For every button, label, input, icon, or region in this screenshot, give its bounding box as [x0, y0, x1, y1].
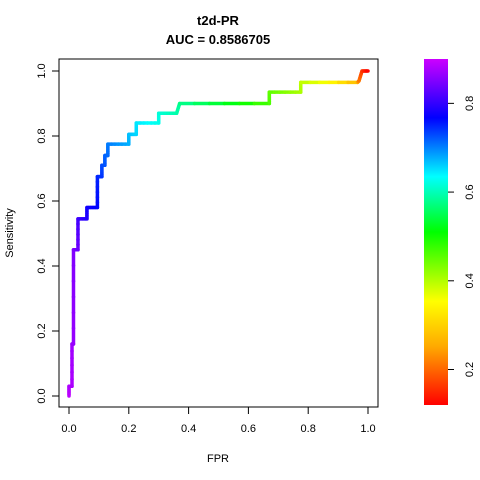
y-tick-label: 0.8 — [36, 128, 48, 143]
y-tick-label: 0.4 — [36, 258, 48, 273]
chart-subtitle: AUC = 0.8586705 — [166, 32, 270, 47]
colorbar-tick-label: 0.2 — [464, 362, 476, 377]
plot-frame — [58, 58, 379, 408]
x-tick-label: 0.8 — [301, 423, 316, 435]
colorbar-tick-label: 0.8 — [464, 96, 476, 111]
y-axis-title: Sensitivity — [4, 208, 16, 258]
colorbar-axis: 0.2 0.4 0.6 0.8 — [448, 96, 476, 377]
x-tick-label: 0.6 — [241, 423, 256, 435]
colorbar-tick-label: 0.4 — [464, 273, 476, 288]
x-tick-label: 0.2 — [121, 423, 136, 435]
y-tick-label: 0.2 — [36, 323, 48, 338]
x-tick-label: 1.0 — [360, 423, 375, 435]
x-tick-label: 0.4 — [181, 423, 196, 435]
y-tick-label: 1.0 — [36, 63, 48, 78]
x-axis-title: FPR — [207, 453, 229, 465]
colorbar — [424, 59, 448, 405]
y-axis: 0.0 0.2 0.4 0.6 0.8 1.0 — [36, 63, 59, 404]
roc-curve — [67, 69, 370, 398]
y-tick-label: 0.0 — [36, 388, 48, 403]
x-tick-label: 0.0 — [61, 423, 76, 435]
y-tick-label: 0.6 — [36, 193, 48, 208]
colorbar-tick-label: 0.6 — [464, 184, 476, 199]
chart-title: t2d-PR — [197, 13, 240, 28]
x-axis: 0.0 0.2 0.4 0.6 0.8 1.0 — [61, 407, 376, 435]
